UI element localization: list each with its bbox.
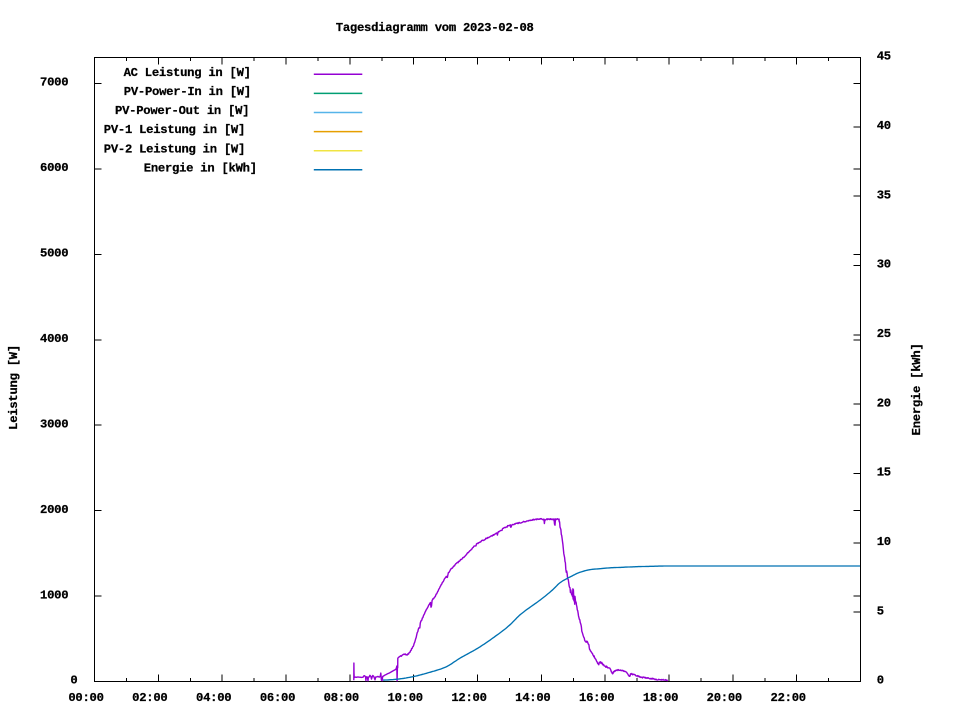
svg-text:AC Leistung in [W]: AC Leistung in [W] — [124, 66, 251, 80]
svg-text:10:00: 10:00 — [388, 691, 423, 705]
svg-text:0: 0 — [70, 674, 77, 688]
svg-text:3000: 3000 — [40, 417, 68, 431]
svg-text:20: 20 — [877, 396, 891, 410]
svg-text:18:00: 18:00 — [643, 691, 678, 705]
svg-text:PV-1 Leistung in [W]: PV-1 Leistung in [W] — [104, 123, 245, 137]
svg-text:5: 5 — [877, 604, 884, 618]
svg-text:45: 45 — [877, 50, 891, 64]
svg-text:7000: 7000 — [40, 76, 68, 90]
svg-text:Energie [kWh]: Energie [kWh] — [910, 343, 924, 435]
svg-text:6000: 6000 — [40, 161, 68, 175]
svg-text:30: 30 — [877, 258, 891, 272]
svg-text:25: 25 — [877, 327, 891, 341]
svg-text:06:00: 06:00 — [260, 691, 295, 705]
svg-text:0: 0 — [877, 674, 884, 688]
svg-text:1000: 1000 — [40, 588, 68, 602]
svg-text:08:00: 08:00 — [324, 691, 359, 705]
svg-text:PV-Power-In in [W]: PV-Power-In in [W] — [124, 85, 251, 99]
svg-text:10: 10 — [877, 535, 891, 549]
svg-text:PV-Power-Out in [W]: PV-Power-Out in [W] — [115, 104, 249, 118]
svg-text:35: 35 — [877, 188, 891, 202]
svg-text:PV-2 Leistung in [W]: PV-2 Leistung in [W] — [104, 142, 245, 156]
svg-text:04:00: 04:00 — [196, 691, 231, 705]
svg-text:2000: 2000 — [40, 503, 68, 517]
svg-text:Leistung [W]: Leistung [W] — [7, 345, 21, 430]
svg-text:16:00: 16:00 — [579, 691, 614, 705]
svg-text:02:00: 02:00 — [132, 691, 167, 705]
svg-text:20:00: 20:00 — [707, 691, 742, 705]
svg-text:14:00: 14:00 — [515, 691, 550, 705]
svg-text:4000: 4000 — [40, 332, 68, 346]
svg-text:22:00: 22:00 — [771, 691, 806, 705]
svg-text:00:00: 00:00 — [68, 691, 103, 705]
svg-text:Tagesdiagramm vom 2023-02-08: Tagesdiagramm vom 2023-02-08 — [336, 21, 534, 35]
svg-text:15: 15 — [877, 466, 891, 480]
svg-text:5000: 5000 — [40, 247, 68, 261]
svg-text:12:00: 12:00 — [451, 691, 486, 705]
svg-text:40: 40 — [877, 119, 891, 133]
svg-text:Energie in [kWh]: Energie in [kWh] — [144, 161, 257, 175]
